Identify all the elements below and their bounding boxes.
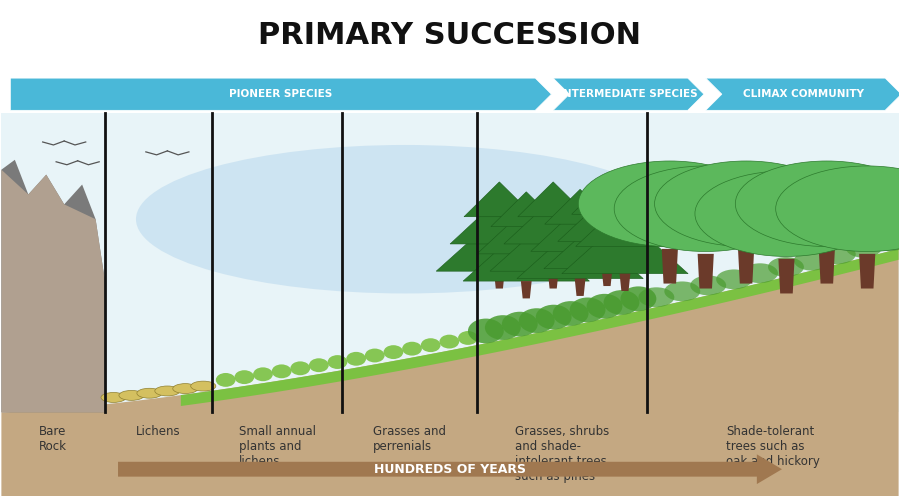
Polygon shape [601, 268, 612, 286]
Ellipse shape [820, 244, 856, 264]
Ellipse shape [664, 282, 700, 302]
Polygon shape [575, 278, 586, 296]
Polygon shape [619, 274, 630, 291]
Ellipse shape [690, 276, 726, 295]
Ellipse shape [536, 304, 572, 330]
Polygon shape [2, 249, 898, 496]
Ellipse shape [137, 388, 162, 398]
Polygon shape [698, 254, 714, 288]
Text: Shade-tolerant
trees such as
oak and hickory: Shade-tolerant trees such as oak and hic… [726, 424, 820, 468]
Text: HUNDREDS OF YEARS: HUNDREDS OF YEARS [374, 462, 526, 475]
Polygon shape [518, 182, 589, 216]
Text: INTERMEDIATE SPECIES: INTERMEDIATE SPECIES [559, 89, 698, 99]
Polygon shape [2, 160, 104, 412]
Ellipse shape [328, 355, 347, 369]
Ellipse shape [768, 257, 804, 277]
Polygon shape [464, 224, 590, 281]
Polygon shape [521, 281, 532, 298]
Ellipse shape [654, 161, 838, 246]
Ellipse shape [695, 171, 878, 256]
Ellipse shape [553, 301, 589, 326]
Polygon shape [450, 198, 549, 244]
Polygon shape [819, 249, 835, 284]
Ellipse shape [872, 232, 900, 251]
Polygon shape [504, 198, 602, 244]
Polygon shape [477, 208, 575, 254]
Ellipse shape [235, 370, 254, 384]
Polygon shape [706, 78, 900, 110]
Polygon shape [576, 200, 674, 246]
Polygon shape [558, 196, 656, 242]
Ellipse shape [776, 166, 900, 252]
Polygon shape [494, 271, 505, 288]
Text: Small annual
plants and
lichens: Small annual plants and lichens [238, 424, 316, 468]
Polygon shape [554, 78, 704, 110]
Ellipse shape [191, 381, 216, 391]
Ellipse shape [846, 238, 882, 258]
Ellipse shape [485, 315, 521, 340]
Ellipse shape [638, 288, 674, 307]
Polygon shape [491, 192, 562, 226]
Ellipse shape [620, 286, 656, 311]
Ellipse shape [253, 368, 273, 381]
Polygon shape [11, 78, 552, 110]
Ellipse shape [439, 334, 459, 348]
Text: CLIMAX COMMUNITY: CLIMAX COMMUNITY [743, 89, 864, 99]
Polygon shape [860, 254, 876, 288]
Polygon shape [778, 259, 795, 294]
Ellipse shape [291, 362, 310, 375]
Ellipse shape [272, 364, 292, 378]
Ellipse shape [742, 264, 778, 283]
Polygon shape [562, 217, 688, 274]
Ellipse shape [468, 318, 504, 344]
Ellipse shape [502, 312, 537, 336]
Text: Bare
Rock: Bare Rock [39, 424, 67, 452]
Ellipse shape [604, 290, 639, 315]
Polygon shape [181, 249, 898, 406]
Ellipse shape [614, 166, 797, 252]
Ellipse shape [346, 352, 366, 366]
Polygon shape [544, 190, 616, 224]
Ellipse shape [587, 294, 623, 318]
Polygon shape [738, 249, 754, 284]
Text: Grasses and
perrenials: Grasses and perrenials [374, 424, 446, 452]
Polygon shape [464, 182, 535, 216]
Polygon shape [517, 222, 643, 278]
Polygon shape [572, 180, 643, 214]
Polygon shape [590, 184, 661, 219]
Polygon shape [118, 454, 782, 484]
Ellipse shape [173, 384, 198, 394]
Polygon shape [490, 214, 616, 271]
Ellipse shape [119, 390, 144, 400]
Ellipse shape [101, 392, 126, 402]
Polygon shape [544, 212, 670, 268]
Text: Grasses, shrubs
and shade-
intolerant trees
such as pines: Grasses, shrubs and shade- intolerant tr… [515, 424, 609, 482]
Text: PRIMARY SUCCESSION: PRIMARY SUCCESSION [258, 21, 642, 50]
Text: PIONEER SPECIES: PIONEER SPECIES [230, 89, 332, 99]
Ellipse shape [216, 373, 236, 387]
Ellipse shape [716, 270, 752, 289]
Ellipse shape [570, 298, 606, 322]
Ellipse shape [458, 331, 478, 345]
Ellipse shape [383, 345, 403, 359]
Polygon shape [531, 206, 629, 252]
Ellipse shape [518, 308, 554, 333]
Polygon shape [436, 214, 562, 271]
Polygon shape [548, 271, 559, 288]
Ellipse shape [364, 348, 384, 362]
Polygon shape [2, 113, 898, 412]
Ellipse shape [402, 342, 422, 355]
Ellipse shape [155, 386, 180, 396]
Ellipse shape [794, 251, 830, 270]
Ellipse shape [309, 358, 328, 372]
Polygon shape [662, 249, 678, 284]
Ellipse shape [136, 145, 674, 294]
Ellipse shape [421, 338, 440, 352]
Polygon shape [2, 170, 104, 412]
Ellipse shape [735, 161, 900, 246]
Text: Lichens: Lichens [136, 424, 181, 438]
Ellipse shape [579, 161, 761, 246]
